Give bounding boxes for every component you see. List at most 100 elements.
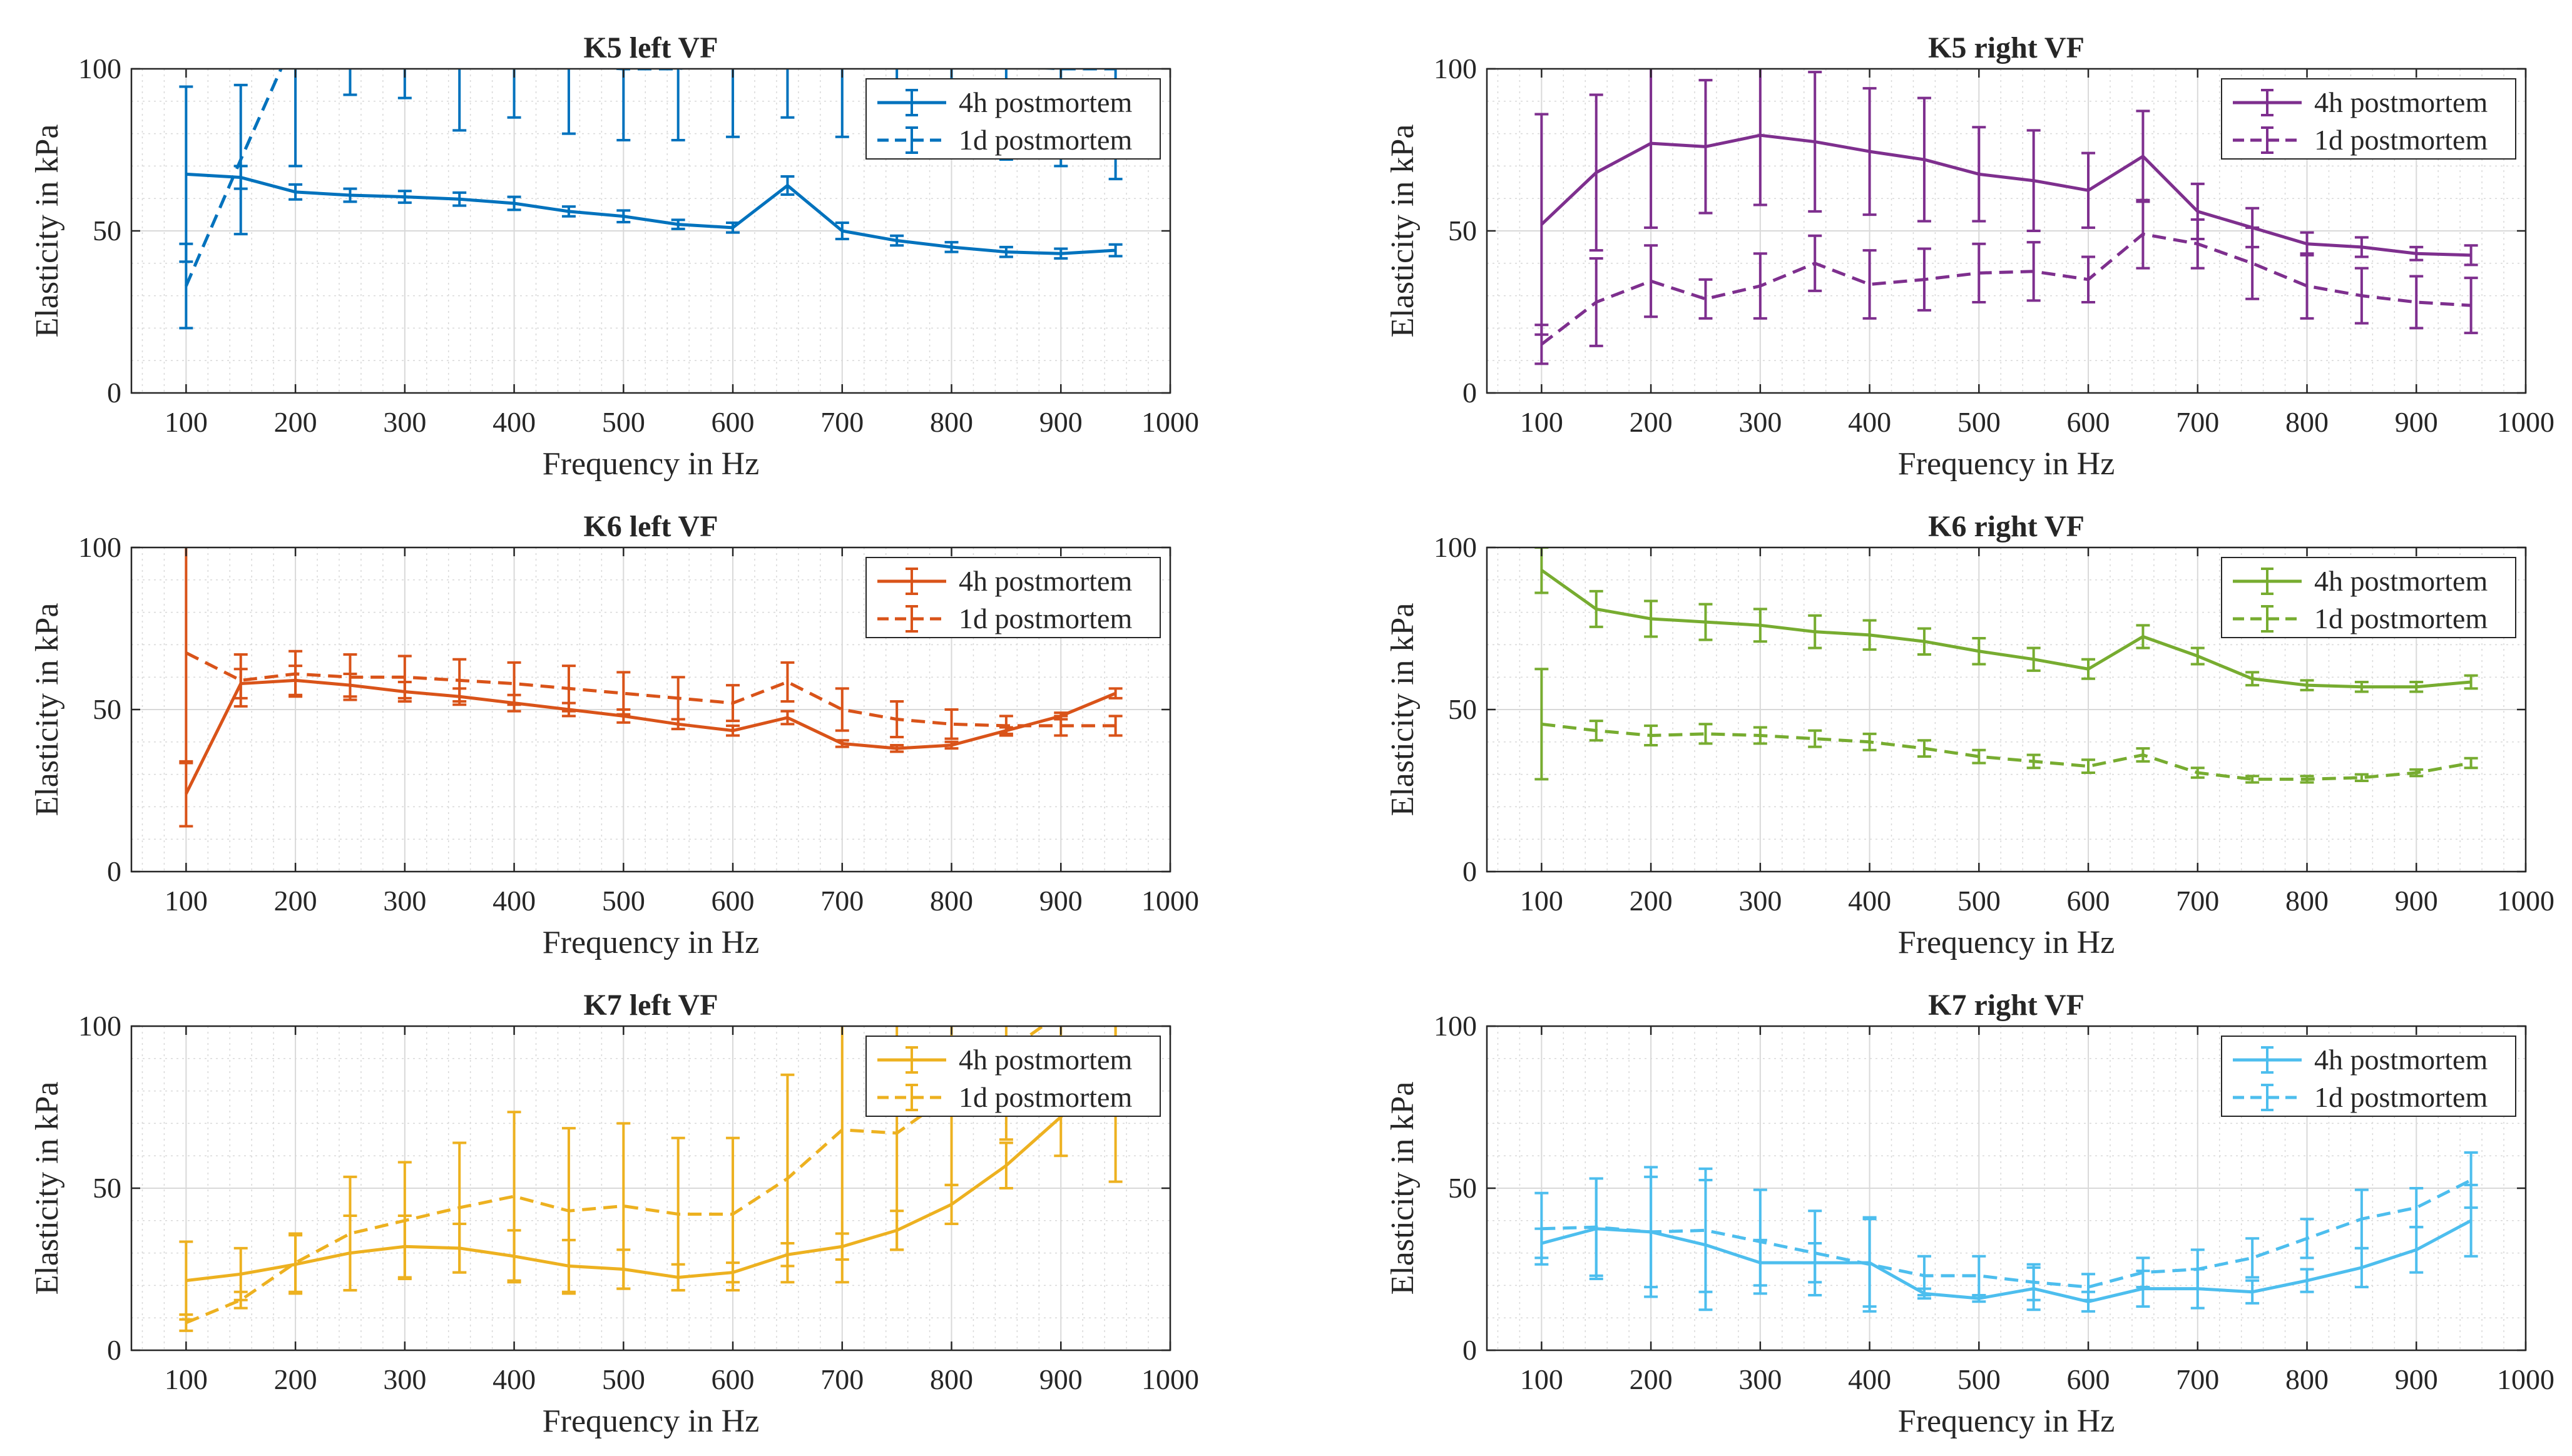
x-tick-label: 300 bbox=[383, 885, 426, 917]
x-tick-label: 400 bbox=[492, 406, 536, 438]
x-tick-label: 900 bbox=[1039, 1363, 1083, 1395]
x-tick-label: 1000 bbox=[1141, 1363, 1199, 1395]
error-bar bbox=[507, 69, 521, 119]
y-tick-label: 0 bbox=[107, 855, 121, 887]
x-tick-label: 500 bbox=[1957, 406, 2001, 438]
x-axis-label: Frequency in Hz bbox=[543, 925, 760, 960]
y-axis-label: Elasticity in kPa bbox=[29, 1082, 65, 1295]
panel-k7-left-vf: 100 200 300 400 500 600 700 800 900 1000 0 50 100 K7 … bbox=[29, 989, 1199, 1439]
x-tick-label: 800 bbox=[930, 1363, 973, 1395]
x-tick-label: 200 bbox=[274, 1363, 317, 1395]
legend: 4h postmortem 1d postmortem bbox=[2221, 78, 2516, 160]
y-tick-label: 0 bbox=[1462, 377, 1477, 409]
x-tick-label: 100 bbox=[165, 1363, 208, 1395]
legend-box bbox=[2221, 78, 2516, 160]
x-tick-label: 800 bbox=[930, 885, 973, 917]
data-layer bbox=[179, 547, 1123, 828]
error-bar bbox=[2081, 1273, 2096, 1301]
series-1d-postmortem bbox=[1534, 668, 2478, 784]
error-bar bbox=[1972, 1255, 1986, 1296]
x-tick-label: 200 bbox=[274, 406, 317, 438]
x-tick-label: 200 bbox=[1630, 885, 1673, 917]
legend-entry: 4h postmortem bbox=[2233, 1044, 2488, 1076]
error-bar bbox=[835, 69, 849, 138]
error-bar bbox=[1808, 1209, 1822, 1296]
error-bar bbox=[452, 69, 467, 132]
panel-k5-right-vf: 100 200 300 400 500 600 700 800 900 1000 0 50 100 K5 … bbox=[1385, 31, 2554, 482]
y-tick-label: 100 bbox=[78, 53, 121, 84]
legend: 4h postmortem 1d postmortem bbox=[865, 78, 1161, 160]
legend-entry: 4h postmortem bbox=[877, 565, 1132, 597]
chart-title: K5 left VF bbox=[583, 31, 718, 64]
legend-label: 1d postmortem bbox=[959, 603, 1132, 634]
legend-label: 4h postmortem bbox=[959, 86, 1132, 118]
y-tick-label: 0 bbox=[1462, 1334, 1477, 1366]
legend-label: 1d postmortem bbox=[2314, 124, 2488, 156]
error-bar bbox=[780, 661, 795, 703]
y-axis-label: Elasticity in kPa bbox=[29, 125, 65, 338]
error-bar bbox=[561, 69, 576, 135]
error-bar bbox=[2464, 1151, 2478, 1209]
x-axis-label: Frequency in Hz bbox=[543, 1403, 760, 1439]
chart-title: K6 left VF bbox=[583, 510, 718, 543]
x-tick-label: 300 bbox=[383, 406, 426, 438]
panel-k6-left-vf: 100 200 300 400 500 600 700 800 900 1000 0 50 100 K6 … bbox=[29, 510, 1199, 960]
x-axis-label: Frequency in Hz bbox=[1898, 925, 2115, 960]
x-tick-label: 400 bbox=[492, 1363, 536, 1395]
chart-title: K7 right VF bbox=[1928, 989, 2085, 1022]
error-bar bbox=[2245, 775, 2260, 784]
x-tick-label: 700 bbox=[2176, 885, 2219, 917]
series-4h-postmortem bbox=[1534, 547, 2478, 693]
y-tick-label: 100 bbox=[1434, 1010, 1477, 1042]
error-bar bbox=[2354, 773, 2369, 782]
legend-entry: 4h postmortem bbox=[2233, 86, 2488, 118]
series-line bbox=[1541, 722, 2472, 781]
x-tick-label: 600 bbox=[2067, 885, 2110, 917]
legend-box bbox=[865, 78, 1161, 160]
x-tick-label: 600 bbox=[712, 1363, 755, 1395]
x-tick-label: 1000 bbox=[1141, 406, 1199, 438]
error-bar bbox=[2300, 252, 2314, 320]
series-1d-postmortem bbox=[179, 547, 1123, 765]
legend-label: 1d postmortem bbox=[2314, 603, 2488, 634]
y-tick-label: 50 bbox=[93, 215, 121, 247]
x-tick-label: 800 bbox=[2285, 406, 2329, 438]
x-tick-label: 400 bbox=[1848, 1363, 1891, 1395]
x-tick-label: 500 bbox=[602, 885, 645, 917]
y-tick-label: 50 bbox=[1448, 693, 1477, 725]
x-tick-label: 900 bbox=[2395, 885, 2438, 917]
series-line bbox=[1541, 1178, 2472, 1289]
y-axis-label: Elasticity in kPa bbox=[1385, 603, 1421, 817]
legend-label: 4h postmortem bbox=[2314, 565, 2488, 597]
y-tick-label: 100 bbox=[78, 1010, 121, 1042]
error-bar bbox=[1862, 249, 1877, 320]
x-tick-label: 800 bbox=[2285, 885, 2329, 917]
y-tick-label: 0 bbox=[1462, 855, 1477, 887]
y-tick-label: 0 bbox=[107, 377, 121, 409]
error-bar bbox=[2081, 758, 2096, 775]
x-tick-label: 100 bbox=[1520, 406, 1563, 438]
series-line bbox=[185, 1026, 1046, 1325]
x-tick-label: 800 bbox=[2285, 1363, 2329, 1395]
panel-k7-right-vf: 100 200 300 400 500 600 700 800 900 1000 0 50 100 K7 … bbox=[1385, 989, 2554, 1439]
series-line bbox=[186, 172, 1116, 255]
error-bar bbox=[343, 69, 357, 96]
legend-label: 1d postmortem bbox=[959, 124, 1132, 156]
x-tick-label: 600 bbox=[712, 406, 755, 438]
legend-entry: 1d postmortem bbox=[877, 603, 1132, 634]
series-line bbox=[1541, 1219, 2472, 1303]
legend-label: 4h postmortem bbox=[2314, 1044, 2488, 1076]
x-tick-label: 500 bbox=[1957, 885, 2001, 917]
legend-box bbox=[2221, 557, 2516, 638]
x-tick-label: 1000 bbox=[2497, 1363, 2554, 1395]
x-tick-label: 700 bbox=[820, 885, 864, 917]
x-tick-label: 500 bbox=[602, 406, 645, 438]
series-line bbox=[185, 678, 1116, 795]
legend-entry: 1d postmortem bbox=[2233, 124, 2488, 156]
error-bar bbox=[507, 661, 521, 706]
x-tick-label: 500 bbox=[602, 1363, 645, 1395]
error-bar bbox=[233, 653, 248, 708]
error-bar bbox=[288, 69, 303, 168]
data-layer bbox=[1534, 547, 2478, 784]
